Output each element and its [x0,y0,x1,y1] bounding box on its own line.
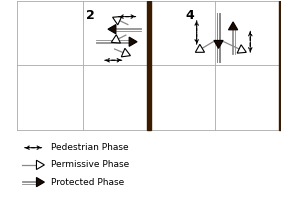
Text: 4: 4 [185,9,194,22]
Text: Protected Phase: Protected Phase [51,178,124,187]
Polygon shape [36,160,44,170]
Bar [280,1,283,130]
Polygon shape [129,37,137,46]
Text: 2: 2 [86,9,95,22]
Polygon shape [229,22,238,30]
Bar [147,1,151,130]
Polygon shape [237,45,246,53]
Polygon shape [111,35,120,43]
Text: Permissive Phase: Permissive Phase [51,160,129,169]
Text: Pedestrian Phase: Pedestrian Phase [51,143,129,152]
Polygon shape [121,48,131,57]
Polygon shape [36,177,44,187]
Polygon shape [108,25,116,34]
Polygon shape [113,16,122,25]
Polygon shape [214,40,223,48]
Polygon shape [195,44,204,52]
